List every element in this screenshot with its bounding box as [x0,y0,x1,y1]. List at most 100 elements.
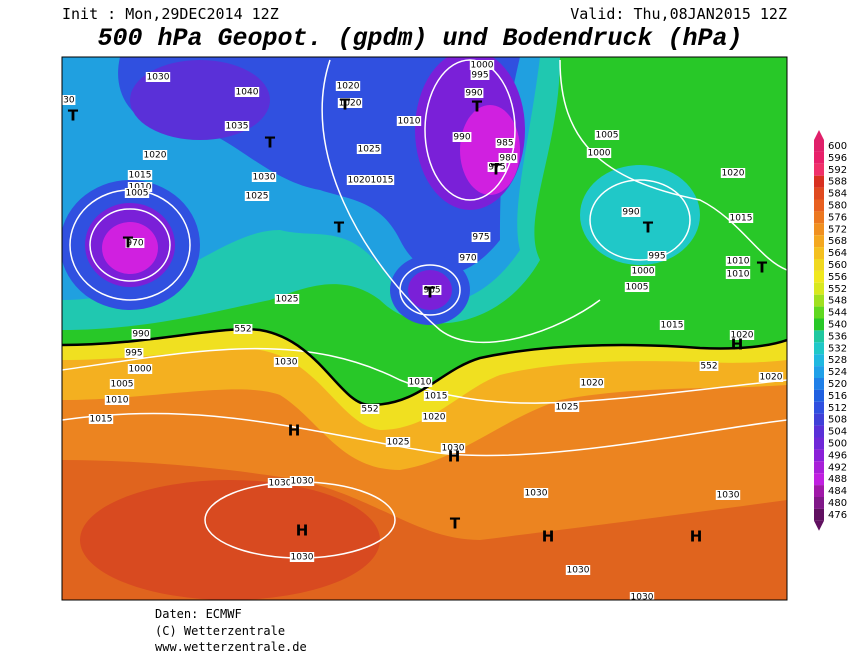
isobar-label: 1020 [581,379,604,389]
isobar-label-bg [464,88,484,98]
isobar-label: 1020 [423,413,446,423]
isobar-label-bg [565,565,591,575]
isobar-label: 965 [423,286,440,296]
colorbar-segment [814,223,824,236]
isobar-label: 1030 [291,477,314,487]
isobar-label: 1015 [371,176,394,186]
isobar-label-bg [251,172,277,182]
colorbar-segment [814,187,824,200]
isobar-label-bg [423,391,449,401]
isobar-label: 1030 [269,479,292,489]
isobar-label: 1010 [727,257,750,267]
colorbar-segment [814,140,824,152]
isobar-label: 1030 [147,73,170,83]
isobar-label-bg [62,95,76,105]
isobar-label: 1010 [727,270,750,280]
isobar-label: 1000 [129,365,152,375]
pressure-center: H [296,522,309,540]
pressure-center: H [448,448,461,466]
isobar-label-bg [586,148,612,158]
isobar-label: 1030 [717,491,740,501]
isobar-label-bg [487,162,507,172]
isobar-label: 1030 [567,566,590,576]
isobar-label-bg [289,552,315,562]
isobar-label-bg [647,251,667,261]
map-title: 500 hPa Geopot. (gpdm) und Bodendruck (h… [97,24,742,53]
isobar-label-bg [498,153,518,163]
pressure-center: H [542,528,555,546]
colorbar-label: 572 [828,224,847,235]
colorbar-segment [814,199,824,212]
isobar-label-bg [356,144,382,154]
isobar-label-bg [659,320,685,330]
isobar-label: 985 [496,139,513,149]
colorbar-segment [814,235,824,248]
isobar-label-bg [142,150,168,160]
colorbar-segment [814,294,824,307]
isobar-label: 1030 [275,358,298,368]
footer-line: www.wetterzentrale.de [155,640,307,654]
isobar-label: 1030 [253,173,276,183]
isobar-label-bg [104,395,130,405]
isobar-label: 1020 [722,169,745,179]
pressure-center: T [123,234,134,252]
isobar-label: 990 [465,89,482,99]
colorbar-segment [814,211,824,224]
colorbar-label: 580 [828,200,847,211]
colorbar-segment [814,306,824,319]
isobar-label: 1000 [471,61,494,71]
isobar-label: 1010 [106,396,129,406]
isobar-label-bg [471,232,491,242]
colorbar-label: 488 [828,474,847,485]
isobar-label: 1010 [129,183,152,193]
isobar-label: 1030 [525,489,548,499]
isobar-label-bg [725,256,751,266]
colorbar-label: 508 [828,415,847,426]
isobar-label-bg [127,182,153,192]
isobar-label-bg [452,132,472,142]
colorbar-segment [814,473,824,486]
isobar-label-bg [469,60,495,70]
isobar-label: 552 [700,362,717,372]
isobar-label-bg [458,253,478,263]
pressure-center: H [690,528,703,546]
isobar-label: 552 [234,325,251,335]
isobar-label-bg [124,188,150,198]
colorbar-label: 500 [828,438,847,449]
isobar-label: 552 [361,405,378,415]
colorbar-label: 596 [828,153,847,164]
isobar-label-bg [131,329,151,339]
isobar-label-bg [346,175,372,185]
isobar-label-bg [125,238,145,248]
isobar-label-bg [385,437,411,447]
colorbar-label: 592 [828,165,847,176]
isobar-label-bg [715,490,741,500]
isobar-label: 1015 [730,214,753,224]
isobar-label-bg [234,87,260,97]
isobar-label: 1005 [596,131,619,141]
pressure-center: T [340,96,351,114]
isobar-label: 1030 [291,553,314,563]
pressure-center: T [472,98,483,116]
colorbar-label: 524 [828,367,847,378]
colorbar-segment [814,449,824,462]
isobar-label-bg [594,130,620,140]
isobar-label: 1015 [129,171,152,181]
colorbar-label: 560 [828,260,847,271]
pressure-center: T [425,284,436,302]
colorbar-segment [814,378,824,390]
isobar-label-bg [470,70,490,80]
isobar-label-bg [360,404,380,414]
colorbar-label: 492 [828,462,847,473]
colorbar-segment [814,151,824,164]
isobar-label: 1020 [731,331,754,341]
isobar-label-bg [728,213,754,223]
isobar-label: 1015 [661,321,684,331]
isobar-label-bg [127,364,153,374]
isobar-label-bg [233,324,253,334]
isobar-label: 1020 [339,99,362,109]
isobar-label-bg [337,98,363,108]
isobar-label: 1005 [626,283,649,293]
